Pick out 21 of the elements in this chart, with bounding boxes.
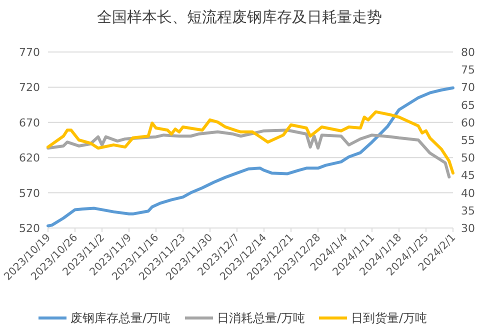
legend-label: 废钢库存总量/万吨: [70, 311, 171, 325]
y-tick-label: 520: [19, 222, 40, 235]
y-tick-label: 670: [19, 116, 40, 130]
y2-tick-label: 55: [461, 134, 475, 147]
y2-tick-label: 60: [461, 116, 475, 130]
y-tick-label: 570: [19, 186, 40, 200]
y2-tick-label: 35: [461, 204, 475, 218]
y2-tick-label: 50: [461, 152, 475, 165]
legend-label: 日消耗总量/万吨: [217, 311, 306, 325]
y2-tick-label: 30: [461, 222, 475, 235]
y-tick-label: 770: [19, 46, 40, 59]
y2-tick-label: 80: [461, 46, 475, 59]
y-tick-label: 720: [19, 81, 40, 94]
legend-label: 日到货量/万吨: [351, 311, 428, 325]
y2-tick-label: 70: [461, 81, 475, 94]
chart-title: 全国样本长、短流程废钢库存及日耗量走势: [97, 8, 382, 26]
y2-tick-label: 75: [461, 64, 475, 77]
y2-tick-label: 65: [461, 98, 475, 112]
y2-tick-label: 40: [461, 186, 475, 200]
y-tick-label: 620: [19, 152, 40, 165]
y2-tick-label: 45: [461, 169, 475, 182]
